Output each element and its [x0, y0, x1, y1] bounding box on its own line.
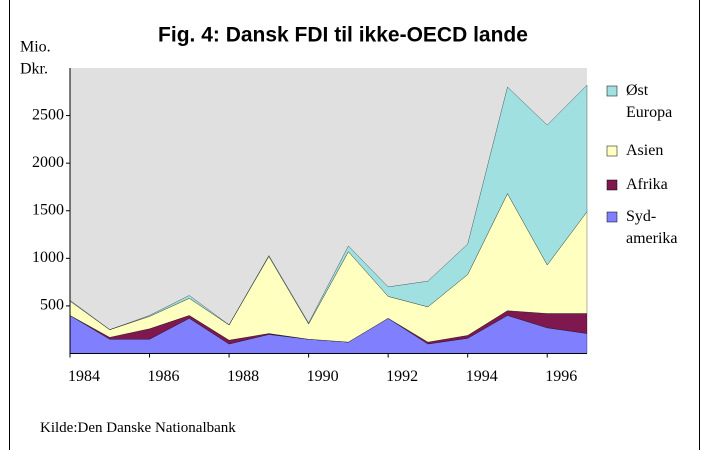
x-tick-label: 1984: [68, 368, 100, 385]
area: [69, 84, 588, 330]
legend-swatch: [606, 179, 618, 191]
y-axis-label: Dkr.: [20, 61, 48, 78]
x-tick-label: 1992: [386, 368, 418, 385]
y-tick-label: 1000: [32, 249, 64, 266]
legend-swatch: [606, 211, 618, 223]
legend-label: Asien: [626, 142, 664, 159]
y-axis-label: Mio.: [20, 39, 51, 56]
y-tick-label: 2000: [32, 154, 64, 171]
y-tick-label: 2500: [32, 106, 64, 123]
x-tick-label: 1996: [545, 368, 577, 385]
source-note: Kilde:Den Danske Nationalbank: [40, 420, 236, 432]
legend-label: Syd-amerika: [626, 208, 678, 247]
y-tick-label: 1500: [32, 201, 64, 218]
x-tick-label: 1986: [148, 368, 180, 385]
legend-swatch: [606, 85, 618, 97]
chart-title: Fig. 4: Dansk FDI til ikke-OECD lande: [158, 24, 528, 47]
legend-swatch: [606, 145, 618, 157]
x-tick-label: 1988: [227, 368, 259, 385]
legend-label: Øst Europa: [626, 82, 673, 121]
x-tick-label: 1990: [307, 368, 339, 385]
x-tick-label: 1994: [466, 368, 498, 385]
y-tick-label: 500: [40, 297, 64, 314]
legend-label: Afrika: [626, 176, 668, 193]
